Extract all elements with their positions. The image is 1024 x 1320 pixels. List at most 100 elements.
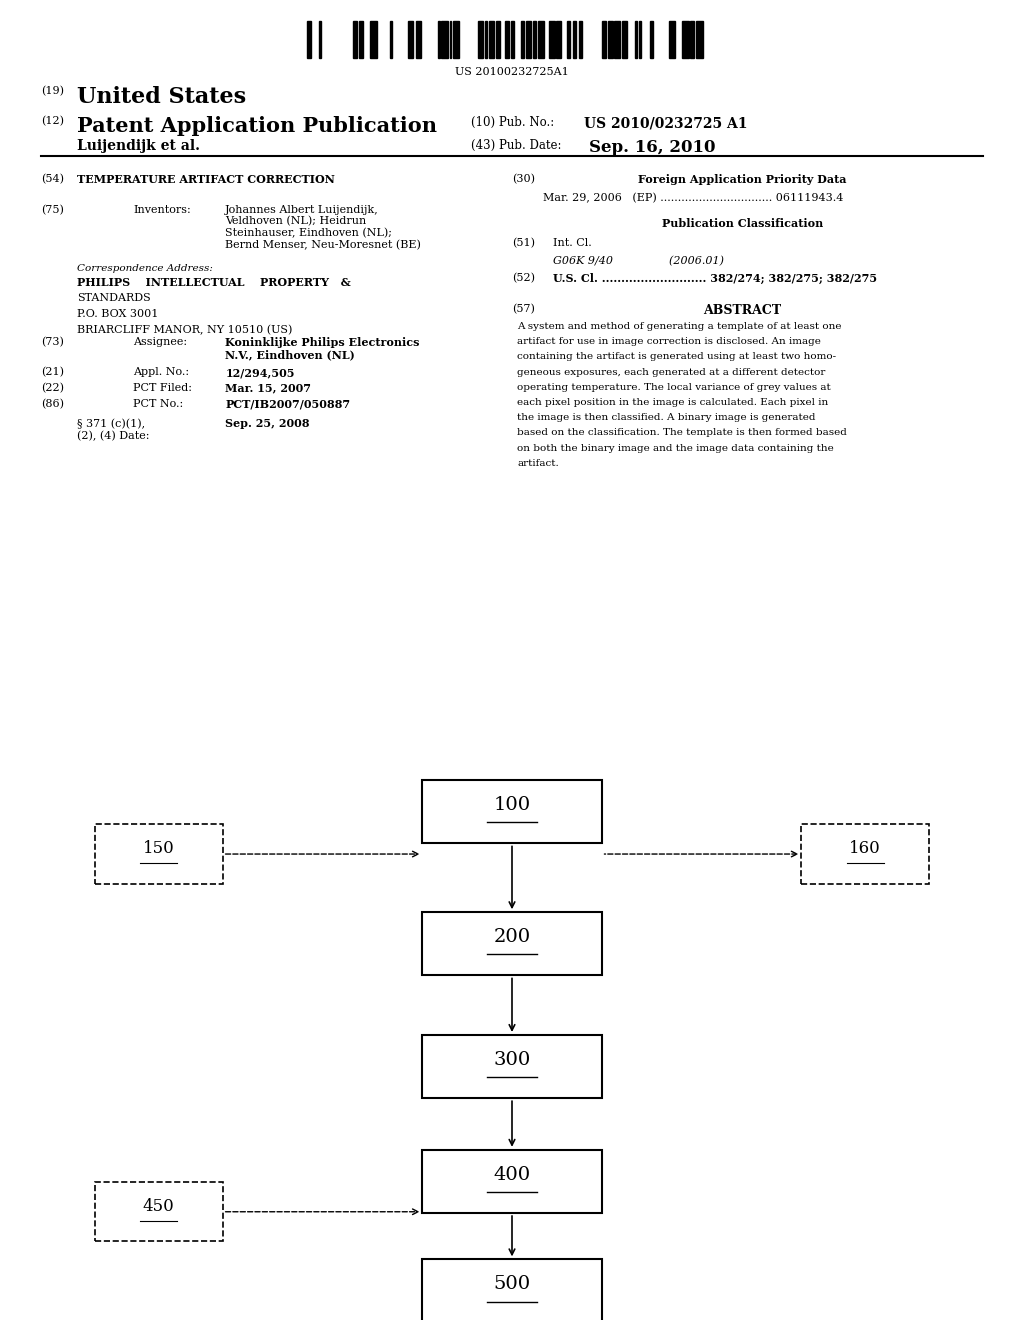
Bar	[441, 21, 449, 58]
Bar	[370, 21, 377, 58]
Bar	[696, 21, 702, 58]
Text: 500: 500	[494, 1275, 530, 1294]
Text: US 20100232725A1: US 20100232725A1	[455, 67, 569, 78]
Text: geneous exposures, each generated at a different detector: geneous exposures, each generated at a d…	[517, 367, 825, 376]
Text: artifact for use in image correction is disclosed. An image: artifact for use in image correction is …	[517, 337, 821, 346]
Text: Mar. 29, 2006   (EP) ................................ 06111943.4: Mar. 29, 2006 (EP) .....................…	[543, 193, 843, 203]
Text: Publication Classification: Publication Classification	[662, 218, 823, 228]
Bar	[358, 21, 362, 58]
Text: P.O. BOX 3001: P.O. BOX 3001	[77, 309, 158, 319]
Bar	[538, 21, 544, 58]
Bar	[489, 21, 494, 58]
Text: PCT/IB2007/050887: PCT/IB2007/050887	[225, 399, 350, 409]
Text: PCT No.:: PCT No.:	[133, 399, 183, 409]
Text: Sep. 25, 2008: Sep. 25, 2008	[225, 418, 310, 429]
Bar	[484, 21, 486, 58]
Bar	[607, 21, 612, 58]
Text: on both the binary image and the image data containing the: on both the binary image and the image d…	[517, 444, 834, 453]
Text: 150: 150	[142, 841, 175, 857]
Text: (52): (52)	[512, 273, 535, 284]
Bar	[506, 21, 509, 58]
Bar	[567, 21, 570, 58]
Text: TEMPERATURE ARTIFACT CORRECTION: TEMPERATURE ARTIFACT CORRECTION	[77, 174, 335, 185]
FancyBboxPatch shape	[94, 824, 223, 884]
Text: Sep. 16, 2010: Sep. 16, 2010	[589, 139, 716, 156]
Text: each pixel position in the image is calculated. Each pixel in: each pixel position in the image is calc…	[517, 399, 828, 407]
Text: STANDARDS: STANDARDS	[77, 293, 151, 304]
Text: Mar. 15, 2007: Mar. 15, 2007	[225, 383, 311, 393]
Bar	[511, 21, 514, 58]
Text: (10) Pub. No.:: (10) Pub. No.:	[471, 116, 554, 129]
Bar	[307, 21, 311, 58]
Text: Patent Application Publication: Patent Application Publication	[77, 116, 437, 136]
Bar	[478, 21, 482, 58]
Bar	[579, 21, 582, 58]
Bar	[319, 21, 322, 58]
Text: 12/294,505: 12/294,505	[225, 367, 295, 378]
Text: G06K 9/40                (2006.01): G06K 9/40 (2006.01)	[553, 256, 724, 267]
Text: ABSTRACT: ABSTRACT	[703, 304, 781, 317]
FancyBboxPatch shape	[422, 1259, 601, 1320]
Bar	[556, 21, 560, 58]
Text: United States: United States	[77, 86, 246, 108]
Text: Johannes Albert Luijendijk,
Veldhoven (NL); Heidrun
Steinhauser, Eindhoven (NL);: Johannes Albert Luijendijk, Veldhoven (N…	[225, 205, 421, 251]
Text: artifact.: artifact.	[517, 459, 559, 467]
Text: (30): (30)	[512, 174, 535, 185]
Text: 300: 300	[494, 1051, 530, 1069]
Bar	[682, 21, 689, 58]
Text: PCT Filed:: PCT Filed:	[133, 383, 193, 393]
Bar	[450, 21, 452, 58]
Text: Assignee:: Assignee:	[133, 337, 187, 347]
Bar	[649, 21, 653, 58]
Text: based on the classification. The template is then formed based: based on the classification. The templat…	[517, 428, 847, 437]
Text: (21): (21)	[41, 367, 63, 378]
Bar	[526, 21, 530, 58]
Text: 400: 400	[494, 1166, 530, 1184]
Text: Foreign Application Priority Data: Foreign Application Priority Data	[638, 174, 847, 185]
FancyBboxPatch shape	[94, 1183, 223, 1241]
Text: (57): (57)	[512, 304, 535, 314]
Text: Inventors:: Inventors:	[133, 205, 190, 215]
Text: Appl. No.:: Appl. No.:	[133, 367, 189, 378]
Text: operating temperature. The local variance of grey values at: operating temperature. The local varianc…	[517, 383, 830, 392]
Text: (54): (54)	[41, 174, 63, 185]
Bar	[622, 21, 627, 58]
Text: § 371 (c)(1),
(2), (4) Date:: § 371 (c)(1), (2), (4) Date:	[77, 418, 150, 441]
Text: (12): (12)	[41, 116, 63, 127]
Text: (86): (86)	[41, 399, 63, 409]
FancyBboxPatch shape	[801, 824, 930, 884]
FancyBboxPatch shape	[422, 1035, 601, 1098]
Text: (19): (19)	[41, 86, 63, 96]
Bar	[639, 21, 641, 58]
Text: 450: 450	[142, 1199, 175, 1214]
Text: 160: 160	[849, 841, 882, 857]
Bar	[438, 21, 440, 58]
Bar	[416, 21, 421, 58]
Text: (43) Pub. Date:: (43) Pub. Date:	[471, 139, 561, 152]
Text: Koninklijke Philips Electronics
N.V., Eindhoven (NL): Koninklijke Philips Electronics N.V., Ei…	[225, 337, 420, 360]
Text: Int. Cl.: Int. Cl.	[553, 238, 592, 248]
Text: 100: 100	[494, 796, 530, 814]
Bar	[602, 21, 606, 58]
Text: Luijendijk et al.: Luijendijk et al.	[77, 139, 200, 153]
Bar	[454, 21, 459, 58]
Text: the image is then classified. A binary image is generated: the image is then classified. A binary i…	[517, 413, 816, 422]
Text: PHILIPS    INTELLECTUAL    PROPERTY   &: PHILIPS INTELLECTUAL PROPERTY &	[77, 277, 350, 288]
Bar	[353, 21, 357, 58]
Bar	[614, 21, 620, 58]
Bar	[549, 21, 555, 58]
Bar	[635, 21, 637, 58]
Text: containing the artifact is generated using at least two homo-: containing the artifact is generated usi…	[517, 352, 837, 362]
Bar	[408, 21, 414, 58]
Text: (73): (73)	[41, 337, 63, 347]
Text: BRIARCLIFF MANOR, NY 10510 (US): BRIARCLIFF MANOR, NY 10510 (US)	[77, 325, 292, 335]
Text: US 2010/0232725 A1: US 2010/0232725 A1	[584, 116, 748, 131]
Text: U.S. Cl. ........................... 382/274; 382/275; 382/275: U.S. Cl. ........................... 382…	[553, 273, 878, 284]
Bar	[521, 21, 523, 58]
Bar	[572, 21, 577, 58]
FancyBboxPatch shape	[422, 912, 601, 975]
Text: 200: 200	[494, 928, 530, 946]
Text: (51): (51)	[512, 238, 535, 248]
Text: (22): (22)	[41, 383, 63, 393]
Bar	[534, 21, 536, 58]
